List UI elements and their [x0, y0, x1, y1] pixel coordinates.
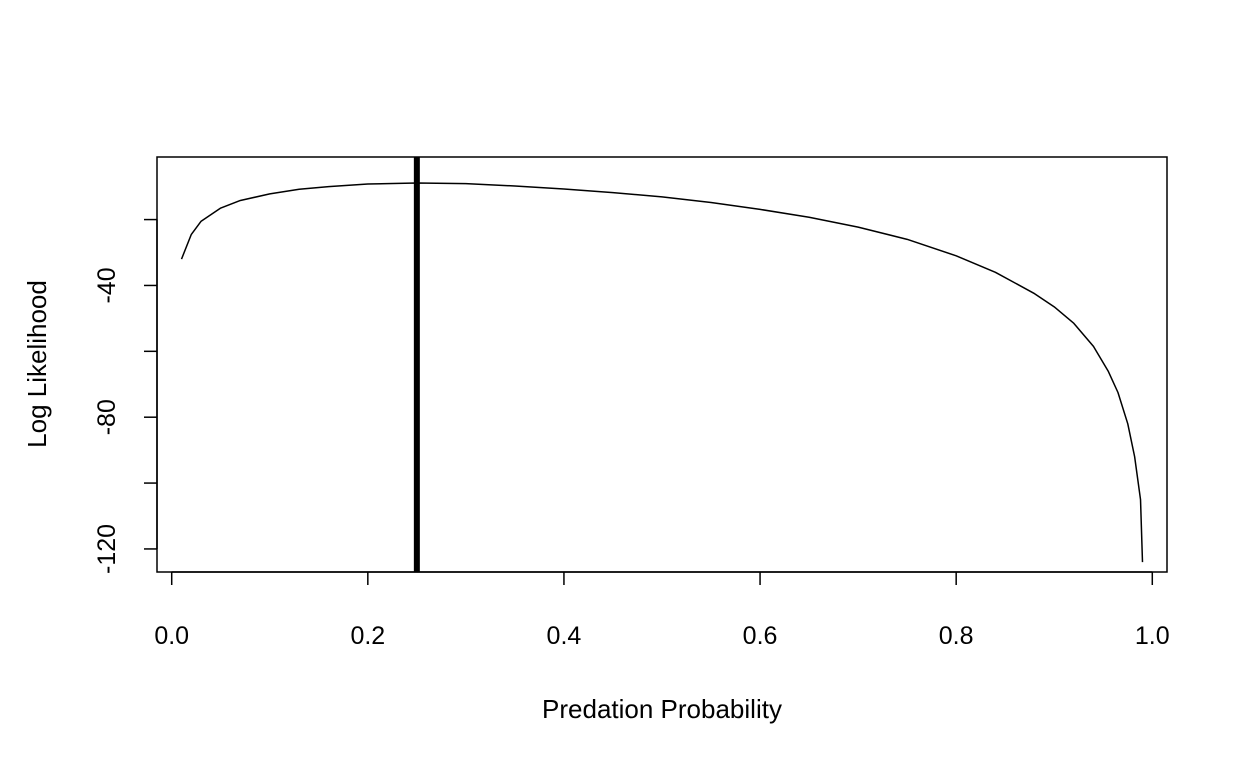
x-axis: 0.0 0.2 0.4 0.6 0.8 1.0 — [154, 571, 1170, 650]
x-tick-label: 0.4 — [547, 622, 582, 650]
y-axis: -40 -80 -120 — [93, 218, 158, 574]
y-axis-label: Log Likelihood — [22, 280, 52, 448]
y-tick-label: -40 — [93, 267, 121, 303]
y-tick-label: -120 — [93, 524, 121, 574]
y-tick-label: -80 — [93, 399, 121, 435]
x-tick-label: 0.0 — [154, 622, 189, 650]
x-tick-label: 0.8 — [939, 622, 974, 650]
series-layer — [180, 182, 1144, 563]
series-line — [180, 182, 1144, 563]
x-tick-label: 1.0 — [1135, 622, 1170, 650]
plot-frame — [156, 156, 1168, 573]
x-axis-label: Predation Probability — [542, 694, 782, 724]
x-tick-label: 0.2 — [350, 622, 385, 650]
x-tick-label: 0.6 — [743, 622, 778, 650]
